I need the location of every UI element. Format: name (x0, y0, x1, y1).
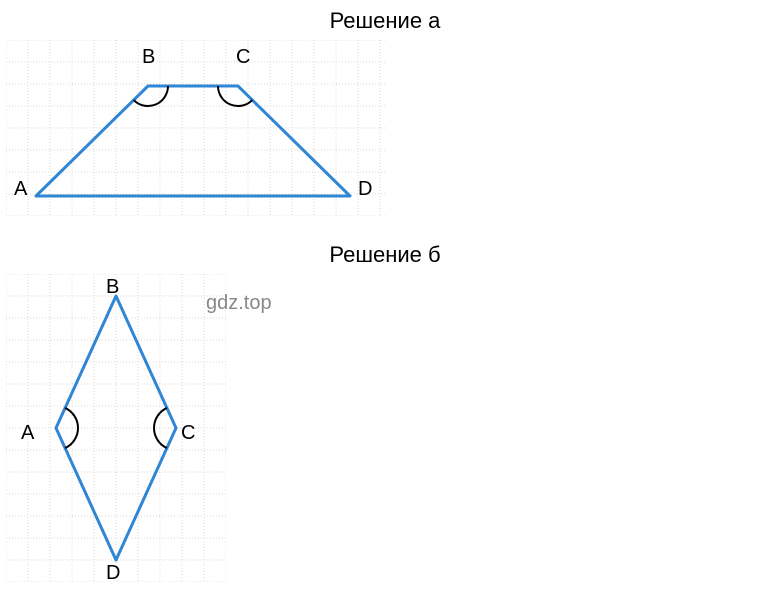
title-a: Решение а (0, 0, 770, 40)
label-a-B: B (142, 46, 155, 69)
label-b-A: A (21, 422, 34, 445)
diagram-a-container: A B C D (6, 40, 386, 216)
diagram-b-container: A B C D gdz.top (6, 274, 226, 582)
diagram-a-svg (6, 40, 386, 216)
title-b: Решение б (0, 234, 770, 274)
label-a-A: A (14, 178, 27, 201)
label-a-C: C (236, 46, 250, 69)
label-b-B: B (106, 276, 119, 299)
label-b-D: D (106, 562, 120, 585)
label-b-C: C (181, 422, 195, 445)
label-a-D: D (358, 178, 372, 201)
watermark: gdz.top (206, 292, 272, 315)
